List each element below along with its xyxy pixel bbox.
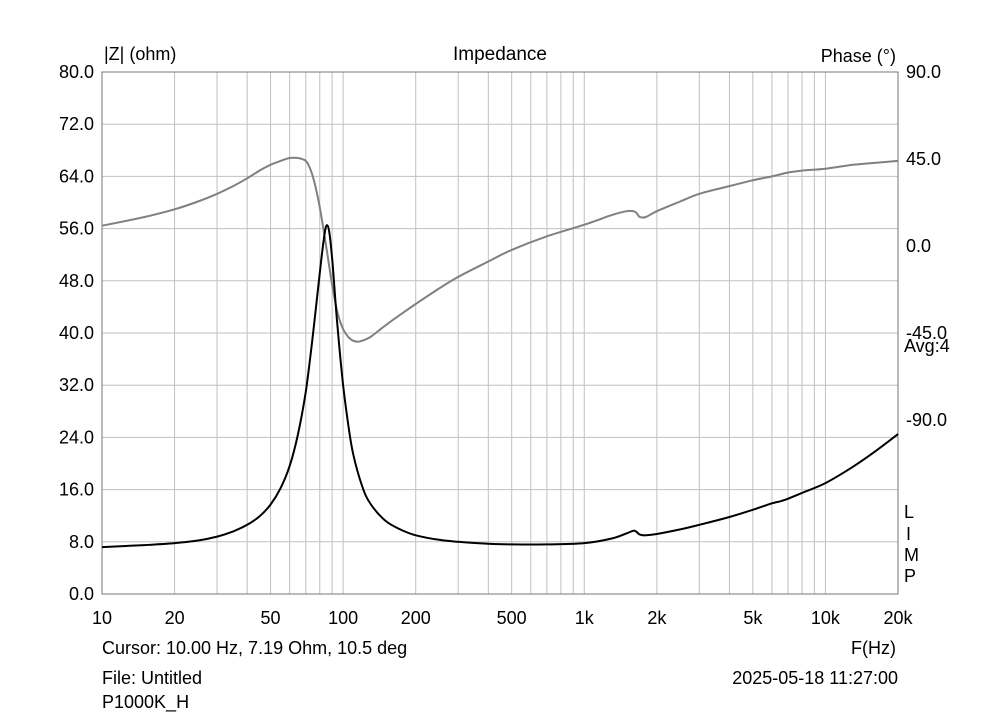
y-right-tick-label: 0.0 <box>906 236 931 256</box>
y-left-tick-labels: 0.0 8.0 16.0 24.0 32.0 40.0 48.0 56.0 64.0 72.0 80… <box>59 62 94 604</box>
limp-letter-l: L <box>904 502 914 522</box>
phase-line <box>101 156 899 343</box>
chart-title: Impedance <box>453 44 547 65</box>
plot-frame <box>101 71 899 595</box>
timestamp: 2025-05-18 11:27:00 <box>732 668 898 688</box>
x-tick-label: 200 <box>401 608 431 628</box>
x-tick-labels: 10 20 50 100 200 500 1k 2k 5k 10k 20k <box>92 608 914 628</box>
y-right-tick-label: -45.0 <box>906 323 947 343</box>
x-tick-label: 20k <box>883 608 913 628</box>
limp-letter-i: I <box>906 524 911 544</box>
y-left-tick-label: 40.0 <box>59 323 94 343</box>
x-tick-label: 20 <box>165 608 185 628</box>
avg-label: Avg:4 <box>904 336 950 356</box>
y-left-tick-label: 48.0 <box>59 271 94 291</box>
y-left-tick-label: 72.0 <box>59 114 94 134</box>
x-tick-label: 2k <box>647 608 667 628</box>
y-left-tick-label: 56.0 <box>59 219 94 239</box>
x-tick-label: 5k <box>743 608 763 628</box>
x-tick-label: 500 <box>497 608 527 628</box>
x-tick-label: 1k <box>575 608 595 628</box>
y-left-tick-label: 64.0 <box>59 166 94 186</box>
x-tick-label: 10 <box>92 608 112 628</box>
y-left-tick-label: 80.0 <box>59 62 94 82</box>
y-left-tick-label: 8.0 <box>69 532 94 552</box>
y-right-tick-label: -90.0 <box>906 410 947 430</box>
y-left-tick-label: 0.0 <box>69 584 94 604</box>
y-left-tick-label: 24.0 <box>59 427 94 447</box>
x-tick-label: 50 <box>261 608 281 628</box>
file-label: File: Untitled <box>102 668 203 688</box>
measurement-name: P1000K_H <box>102 692 190 712</box>
cursor-readout: Cursor: 10.00 Hz, 7.19 Ohm, 10.5 deg <box>102 638 408 658</box>
x-tick-label: 100 <box>328 608 358 628</box>
impedance-line <box>101 224 899 549</box>
y-right-tick-label: 45.0 <box>906 149 941 169</box>
y-left-tick-label: 16.0 <box>59 480 94 500</box>
y-right-tick-label: 90.0 <box>906 62 941 82</box>
y-right-tick-labels: 90.0 45.0 0.0 -45.0 -90.0 <box>906 62 947 430</box>
x-tick-label: 10k <box>811 608 841 628</box>
y-left-axis-label: |Z| (ohm) <box>104 44 176 64</box>
grid <box>102 72 898 594</box>
limp-letter-m: M <box>904 545 919 565</box>
limp-letter-p: P <box>904 566 916 586</box>
y-left-tick-label: 32.0 <box>59 375 94 395</box>
y-right-axis-label: Phase (°) <box>821 46 896 66</box>
x-axis-label: F(Hz) <box>851 638 896 658</box>
